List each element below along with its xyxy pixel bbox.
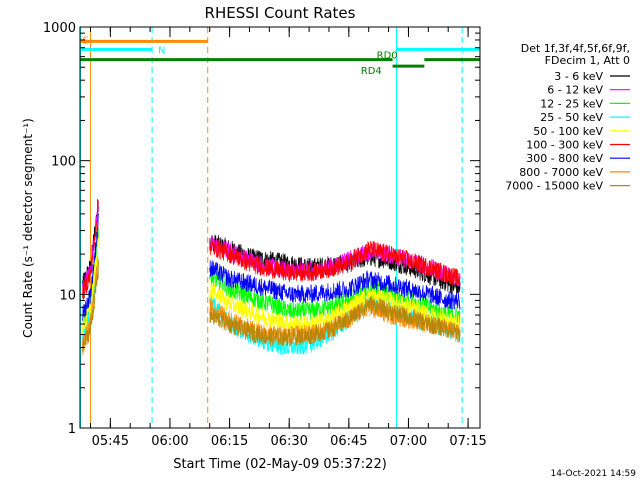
x-tick-label-1: 06:00: [151, 434, 188, 449]
series-line-6-seg-1: [209, 260, 461, 310]
plot-frame: [79, 26, 481, 429]
state-label-2: RD0: [377, 51, 398, 62]
series-line-5-seg-1: [209, 240, 461, 287]
legend-label-5: 100 - 300 keV: [526, 139, 603, 152]
series-line-6-seg-0: [82, 213, 99, 321]
x-tick-label-3: 06:30: [270, 434, 307, 449]
legend-header-1: Det 1f,3f,4f,5f,6f,9f,: [521, 42, 630, 55]
x-tick-label-0: 05:45: [92, 434, 129, 449]
x-tick-label-5: 07:00: [390, 434, 427, 449]
y-tick-label-2: 100: [51, 155, 76, 170]
y-tick-label-3: 1000: [43, 21, 76, 36]
chart-title: RHESSI Count Rates: [205, 4, 356, 22]
series-line-4-seg-1: [209, 282, 461, 334]
legend-label-8: 7000 - 15000 keV: [505, 180, 603, 193]
legend-header-2: FDecim 1, Att 0: [545, 54, 630, 67]
legend-label-4: 50 - 100 keV: [533, 125, 603, 138]
legend-label-1: 6 - 12 keV: [547, 84, 603, 97]
series-line-8-seg-1: [209, 296, 461, 347]
footer-date: 14-Oct-2021 14:59: [551, 469, 637, 479]
legend-label-6: 300 - 800 keV: [526, 152, 603, 165]
series-line-7-seg-0: [82, 259, 99, 352]
y-tick-label-0: 1: [68, 422, 76, 437]
series-line-8-seg-0: [82, 261, 99, 356]
y-axis-label: Count Rate (s⁻¹ detector segment⁻¹): [21, 118, 35, 338]
vertical-marker-lines: [80, 27, 463, 428]
legend-label-3: 25 - 50 keV: [540, 111, 603, 124]
state-label-0: S: [83, 35, 89, 46]
series-line-4-seg-0: [82, 237, 99, 336]
y-tick-label-1: 10: [59, 288, 76, 303]
x-tick-label-6: 07:15: [449, 434, 486, 449]
legend-label-0: 3 - 6 keV: [554, 70, 603, 83]
data-series: [82, 199, 461, 356]
state-label-3: RD4: [361, 66, 382, 77]
legend-label-2: 12 - 25 keV: [540, 97, 603, 110]
legend-label-7: 800 - 7000 keV: [519, 166, 603, 179]
x-axis-label: Start Time (02-May-09 05:37:22): [173, 457, 387, 472]
state-label-1: N: [158, 45, 165, 56]
series-line-5-seg-0: [82, 200, 99, 302]
x-tick-label-2: 06:15: [211, 434, 248, 449]
plot-axes: 1 10 100 1000 05:45 06:00 06:15 06:30 06:45 07:00…: [43, 21, 487, 449]
x-tick-label-4: 06:45: [330, 434, 367, 449]
state-bars: S N RD0 RD4: [80, 35, 480, 77]
